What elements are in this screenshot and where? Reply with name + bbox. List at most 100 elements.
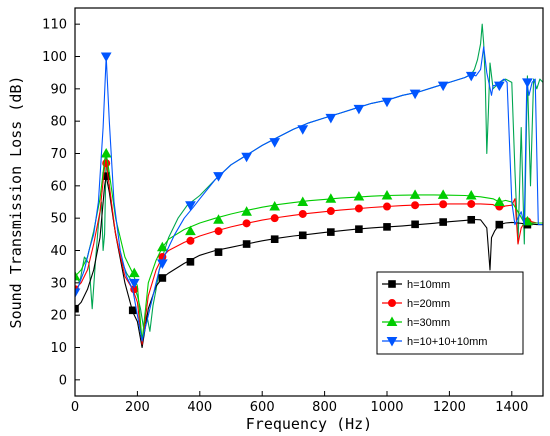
data-point [186, 258, 195, 266]
data-point [128, 278, 140, 289]
data-point [354, 204, 363, 213]
data-point [158, 274, 167, 282]
y-tick-label: 100 [42, 50, 67, 65]
data-point [493, 81, 505, 92]
x-tick-label: 1200 [433, 400, 466, 415]
y-tick-label: 40 [50, 244, 67, 259]
data-point [242, 240, 251, 248]
y-axis-title: Sound Transmission Loss (dB) [7, 76, 25, 329]
legend-marker [388, 299, 396, 307]
series-line [75, 152, 543, 342]
y-tick-label: 20 [50, 309, 67, 324]
data-point [241, 206, 252, 216]
data-point [270, 214, 279, 223]
data-point [186, 236, 195, 245]
data-point [465, 190, 477, 200]
x-tick-label: 400 [187, 400, 212, 415]
data-point [409, 89, 421, 100]
data-point [75, 288, 81, 299]
data-point [355, 225, 363, 233]
data-point [353, 190, 365, 201]
data-point [327, 228, 335, 236]
y-tick-label: 50 [50, 212, 67, 227]
y-tick-label: 90 [50, 82, 67, 97]
y-tick-label: 10 [50, 341, 67, 356]
data-point [353, 104, 365, 115]
legend-item: h=10mm [382, 279, 450, 291]
data-point [242, 219, 251, 228]
legend-item: h=30mm [382, 316, 450, 329]
data-point [383, 202, 391, 211]
data-point [325, 113, 337, 124]
data-point [75, 270, 81, 281]
legend-label: h=10mm [407, 279, 450, 291]
data-point [383, 223, 391, 231]
series-3 [75, 147, 543, 342]
data-point [411, 220, 419, 229]
y-tick-label: 80 [50, 115, 67, 130]
data-point [467, 215, 476, 224]
x-tick-label: 800 [312, 400, 337, 415]
y-tick-label: 110 [42, 18, 67, 33]
data-point [326, 207, 335, 216]
legend-marker [386, 337, 398, 347]
data-point [185, 201, 196, 211]
data-point [213, 214, 224, 224]
series-line [75, 162, 543, 345]
data-point [269, 138, 281, 148]
data-point [439, 218, 447, 226]
x-tick-label: 200 [125, 400, 150, 415]
data-point [437, 189, 449, 199]
legend-item: h=10+10+10mm [382, 336, 487, 348]
y-tick-label: 60 [50, 179, 67, 194]
legend-marker [386, 316, 398, 326]
data-point [298, 209, 307, 218]
legend-label: h=10+10+10mm [407, 336, 487, 348]
data-point [214, 227, 223, 236]
data-point [128, 306, 137, 315]
data-point [493, 196, 505, 206]
legend: h=10mm h=20mm h=30mm h=10+10+10mm [376, 271, 524, 355]
series-4 [75, 46, 543, 342]
x-tick-label: 0 [71, 400, 79, 415]
y-tick-label: 0 [59, 373, 67, 388]
data-point [381, 97, 393, 108]
y-tick-label: 30 [50, 276, 67, 291]
legend-item: h=20mm [382, 298, 450, 310]
data-point [381, 190, 393, 200]
data-point [213, 172, 224, 182]
data-point [270, 235, 279, 243]
data-point [157, 241, 168, 252]
data-point [522, 215, 533, 226]
axis-ticks: 0 200 400 600 800 1000 1200 1400 0 10 20 30 40 50 60 70… [42, 18, 528, 415]
data-point [467, 199, 476, 208]
legend-marker [388, 280, 396, 288]
data-point [409, 189, 421, 199]
plot-frame [74, 7, 544, 397]
data-point [411, 201, 420, 210]
y-tick-label: 70 [50, 147, 67, 162]
x-tick-label: 600 [250, 400, 275, 415]
data-point [298, 231, 307, 240]
data-point [297, 196, 309, 206]
data-point [437, 81, 449, 92]
x-tick-label: 1000 [370, 400, 403, 415]
x-axis-title: Frequency (Hz) [246, 415, 372, 433]
x-tick-label: 1400 [495, 400, 528, 415]
data-point [439, 200, 448, 209]
data-point [214, 248, 223, 256]
legend-box [376, 271, 524, 355]
data-point [100, 147, 112, 158]
series-layer [75, 23, 543, 349]
data-point [157, 259, 168, 269]
data-point [241, 152, 252, 163]
legend-label: h=30mm [407, 317, 450, 329]
data-point [185, 225, 196, 236]
data-point [297, 125, 309, 135]
data-point [75, 304, 79, 313]
data-point [465, 71, 477, 82]
data-point [100, 52, 112, 63]
data-point [495, 220, 504, 229]
data-point [325, 193, 337, 203]
